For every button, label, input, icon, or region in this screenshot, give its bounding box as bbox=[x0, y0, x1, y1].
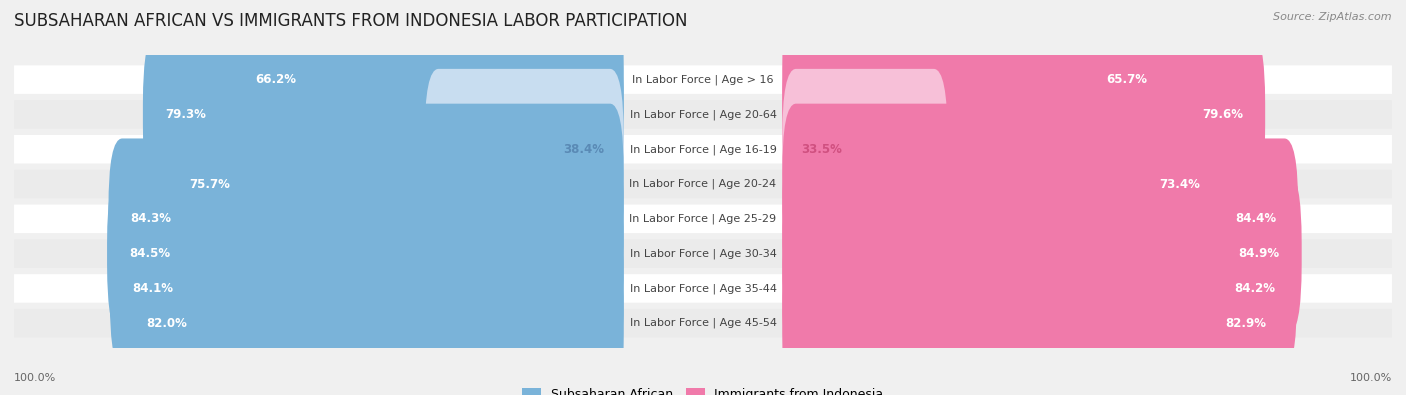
Text: In Labor Force | Age 16-19: In Labor Force | Age 16-19 bbox=[630, 144, 776, 154]
Text: 84.1%: 84.1% bbox=[132, 282, 173, 295]
Text: 100.0%: 100.0% bbox=[1350, 373, 1392, 383]
FancyBboxPatch shape bbox=[110, 208, 624, 369]
FancyBboxPatch shape bbox=[124, 243, 624, 395]
Text: 84.5%: 84.5% bbox=[129, 247, 170, 260]
Text: 84.2%: 84.2% bbox=[1234, 282, 1275, 295]
Text: 100.0%: 100.0% bbox=[14, 373, 56, 383]
FancyBboxPatch shape bbox=[14, 170, 1392, 198]
Text: In Labor Force | Age 30-34: In Labor Force | Age 30-34 bbox=[630, 248, 776, 259]
Text: In Labor Force | Age 20-64: In Labor Force | Age 20-64 bbox=[630, 109, 776, 120]
Text: 73.4%: 73.4% bbox=[1160, 177, 1201, 190]
FancyBboxPatch shape bbox=[14, 205, 1392, 233]
Text: 65.7%: 65.7% bbox=[1107, 73, 1147, 86]
FancyBboxPatch shape bbox=[14, 135, 1392, 164]
Text: 84.9%: 84.9% bbox=[1239, 247, 1279, 260]
FancyBboxPatch shape bbox=[425, 69, 624, 229]
FancyBboxPatch shape bbox=[782, 103, 1222, 264]
Text: 33.5%: 33.5% bbox=[801, 143, 842, 156]
FancyBboxPatch shape bbox=[108, 139, 624, 299]
FancyBboxPatch shape bbox=[107, 173, 624, 334]
Text: 38.4%: 38.4% bbox=[564, 143, 605, 156]
FancyBboxPatch shape bbox=[782, 208, 1296, 369]
Text: 66.2%: 66.2% bbox=[254, 73, 297, 86]
Text: SUBSAHARAN AFRICAN VS IMMIGRANTS FROM INDONESIA LABOR PARTICIPATION: SUBSAHARAN AFRICAN VS IMMIGRANTS FROM IN… bbox=[14, 12, 688, 30]
Text: In Labor Force | Age 20-24: In Labor Force | Age 20-24 bbox=[630, 179, 776, 189]
FancyBboxPatch shape bbox=[782, 139, 1298, 299]
Text: In Labor Force | Age 45-54: In Labor Force | Age 45-54 bbox=[630, 318, 776, 329]
Text: 79.6%: 79.6% bbox=[1202, 108, 1243, 121]
FancyBboxPatch shape bbox=[782, 173, 1302, 334]
Text: 84.3%: 84.3% bbox=[131, 213, 172, 226]
FancyBboxPatch shape bbox=[782, 243, 1288, 395]
FancyBboxPatch shape bbox=[233, 0, 624, 160]
FancyBboxPatch shape bbox=[14, 66, 1392, 94]
Text: In Labor Force | Age > 16: In Labor Force | Age > 16 bbox=[633, 74, 773, 85]
Text: In Labor Force | Age 35-44: In Labor Force | Age 35-44 bbox=[630, 283, 776, 294]
FancyBboxPatch shape bbox=[143, 34, 624, 195]
Text: 82.0%: 82.0% bbox=[146, 317, 187, 330]
Text: 84.4%: 84.4% bbox=[1234, 213, 1277, 226]
FancyBboxPatch shape bbox=[782, 0, 1170, 160]
Text: Source: ZipAtlas.com: Source: ZipAtlas.com bbox=[1274, 12, 1392, 22]
FancyBboxPatch shape bbox=[782, 69, 948, 229]
Text: 79.3%: 79.3% bbox=[165, 108, 205, 121]
FancyBboxPatch shape bbox=[782, 34, 1265, 195]
Text: In Labor Force | Age 25-29: In Labor Force | Age 25-29 bbox=[630, 214, 776, 224]
Legend: Subsaharan African, Immigrants from Indonesia: Subsaharan African, Immigrants from Indo… bbox=[517, 383, 889, 395]
FancyBboxPatch shape bbox=[14, 100, 1392, 129]
FancyBboxPatch shape bbox=[167, 103, 624, 264]
Text: 75.7%: 75.7% bbox=[190, 177, 231, 190]
FancyBboxPatch shape bbox=[14, 309, 1392, 337]
FancyBboxPatch shape bbox=[14, 239, 1392, 268]
FancyBboxPatch shape bbox=[14, 274, 1392, 303]
Text: 82.9%: 82.9% bbox=[1225, 317, 1265, 330]
